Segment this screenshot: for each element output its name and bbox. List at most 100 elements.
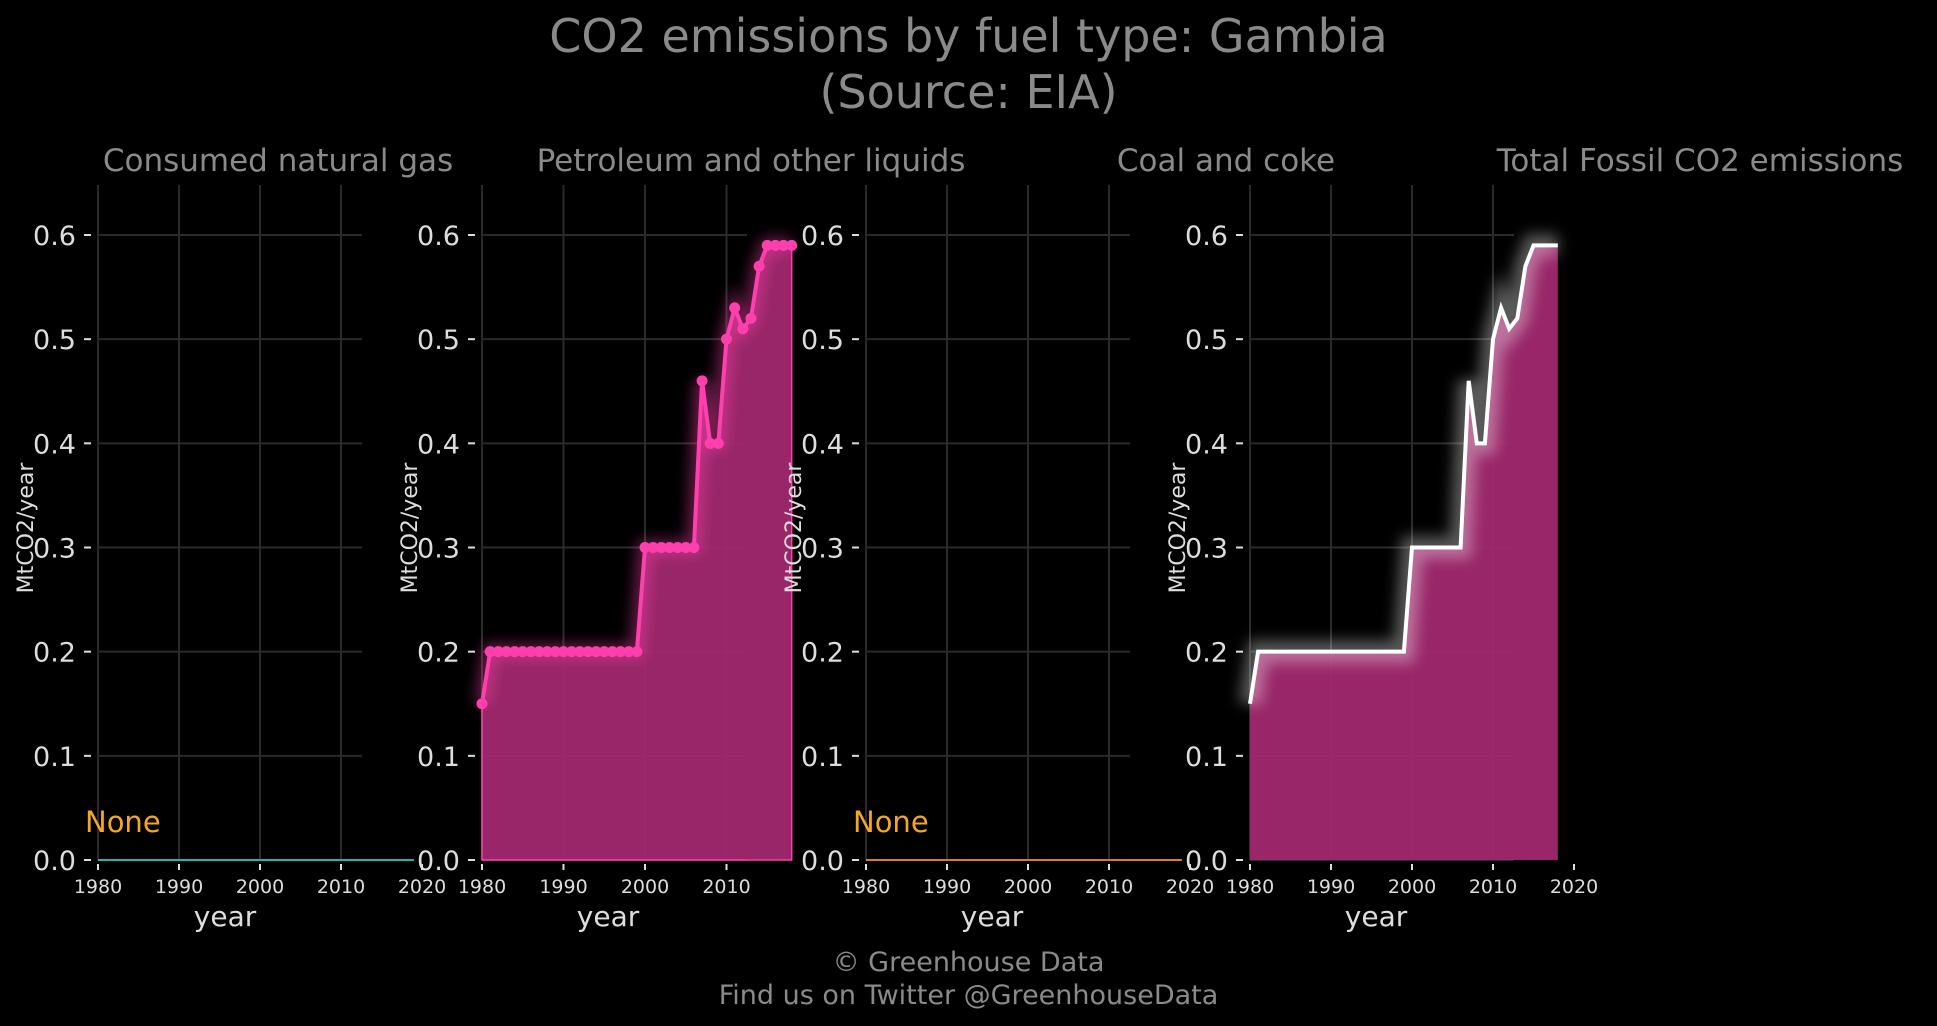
data-point: [533, 646, 545, 658]
y-tick-label: 0.3: [417, 534, 460, 565]
data-point: [598, 646, 610, 658]
none-annotation: None: [85, 805, 161, 839]
data-point: [525, 646, 537, 658]
x-tick-label: 1990: [923, 876, 971, 898]
data-point: [721, 333, 732, 345]
data-point: [484, 646, 496, 658]
y-tick-label: 0.3: [1185, 534, 1228, 565]
data-point: [509, 646, 521, 658]
x-axis-label: year: [1345, 900, 1408, 933]
data-point: [541, 646, 553, 658]
x-tick-label: 2000: [1004, 876, 1052, 898]
x-tick-label: 2010: [702, 876, 750, 898]
y-tick-label: 0.3: [33, 534, 76, 565]
x-tick-label: 2020: [1166, 876, 1214, 898]
x-axis-label: year: [194, 900, 257, 933]
area-fill: [481, 244, 793, 861]
data-point: [582, 646, 594, 658]
panel-petroleum: 0.0 0.1 0.2 0.3 0.4 0.5 0.6 1980 1990 2000 2010 Pet…: [398, 143, 965, 933]
subplot-title: Consumed natural gas: [103, 143, 453, 179]
x-tick-label: 2010: [1469, 876, 1517, 898]
y-tick-label: 0.5: [801, 325, 844, 356]
panel-total: 0.0 0.1 0.2 0.3 0.4 0.5 0.6 1980 1990 2000 2010 202…: [1166, 143, 1903, 933]
data-point: [778, 239, 790, 251]
x-tick-label: 1990: [1307, 876, 1355, 898]
data-point: [558, 646, 569, 658]
x-tick-label: 1980: [1226, 876, 1274, 898]
y-axis-label: MtCO2/year: [782, 462, 807, 594]
y-tick-label: 0.1: [801, 742, 844, 773]
y-tick-label: 0.5: [1185, 325, 1228, 356]
data-point: [663, 542, 675, 553]
x-axis-label: year: [577, 900, 640, 933]
y-tick-label: 0.1: [33, 742, 76, 773]
y-axis-label: MtCO2/year: [1166, 462, 1191, 594]
x-tick-label: 1980: [842, 876, 890, 898]
data-point: [500, 646, 512, 658]
x-tick-label: 1980: [458, 876, 506, 898]
data-point: [631, 646, 643, 658]
subplot-title: Total Fossil CO2 emissions: [1496, 143, 1904, 179]
y-tick-label: 0.6: [417, 221, 460, 252]
area-fill: [1250, 245, 1558, 860]
series-line: [1248, 243, 1558, 705]
data-point: [696, 375, 708, 387]
data-point: [574, 646, 586, 658]
y-tick-label: 0.1: [417, 742, 460, 773]
data-point: [712, 437, 724, 449]
subplot-title: Coal and coke: [1117, 143, 1335, 179]
x-tick-label: 2000: [236, 876, 284, 898]
y-tick-label: 0.6: [33, 221, 76, 252]
y-tick-label: 0.1: [1185, 742, 1228, 773]
y-tick-label: 0.6: [1185, 221, 1228, 252]
chart-title-line2: (Source: EIA): [819, 65, 1118, 119]
y-tick-label: 0.2: [801, 638, 844, 669]
y-axis-label: MtCO2/year: [398, 462, 423, 594]
y-tick-label: 0.0: [417, 846, 460, 877]
panel-coal: 0.0 0.1 0.2 0.3 0.4 0.5 0.6 1980 1990 2000 2010 202…: [782, 143, 1335, 933]
data-point: [566, 646, 578, 658]
y-tick-label: 0.2: [33, 638, 76, 669]
y-tick-label: 0.6: [801, 221, 844, 252]
data-point: [655, 542, 667, 553]
chart-title-line1: CO2 emissions by fuel type: Gambia: [549, 9, 1388, 63]
data-point: [647, 542, 659, 553]
y-axis-label: MtCO2/year: [14, 462, 39, 594]
y-tick-label: 0.4: [801, 429, 844, 460]
y-tick-label: 0.0: [801, 846, 844, 877]
data-point: [680, 542, 692, 553]
y-tick-label: 0.4: [1185, 429, 1228, 460]
data-point: [639, 542, 651, 553]
data-point: [745, 312, 757, 324]
data-point: [688, 542, 700, 553]
data-point: [590, 646, 602, 658]
data-point: [753, 260, 765, 272]
x-tick-label: 1990: [155, 876, 203, 898]
footer-twitter: Find us on Twitter @GreenhouseData: [718, 980, 1219, 1011]
data-point: [549, 646, 561, 658]
data-point: [704, 437, 716, 449]
x-tick-label: 2020: [398, 876, 446, 898]
x-axis-label: year: [961, 900, 1024, 933]
y-tick-label: 0.5: [33, 325, 76, 356]
y-tick-label: 0.3: [801, 534, 844, 565]
x-tick-label: 2010: [317, 876, 365, 898]
data-point: [517, 646, 529, 658]
data-point: [606, 646, 618, 658]
data-point: [672, 542, 684, 553]
data-point: [476, 698, 488, 710]
x-tick-label: 1990: [539, 876, 587, 898]
panel-gas: 0.0 0.1 0.2 0.3 0.4 0.5 0.6 1980 1990 2000 2010 202…: [14, 143, 453, 933]
data-point: [769, 239, 781, 251]
x-tick-label: 2000: [1388, 876, 1436, 898]
data-point: [623, 646, 635, 658]
y-tick-label: 0.5: [417, 325, 460, 356]
data-point: [615, 646, 627, 658]
footer-copyright: © Greenhouse Data: [832, 947, 1105, 978]
subplot-title: Petroleum and other liquids: [537, 143, 966, 179]
data-point: [729, 302, 741, 314]
x-tick-label: 2000: [621, 876, 669, 898]
data-point: [761, 239, 773, 251]
data-point: [737, 323, 749, 335]
